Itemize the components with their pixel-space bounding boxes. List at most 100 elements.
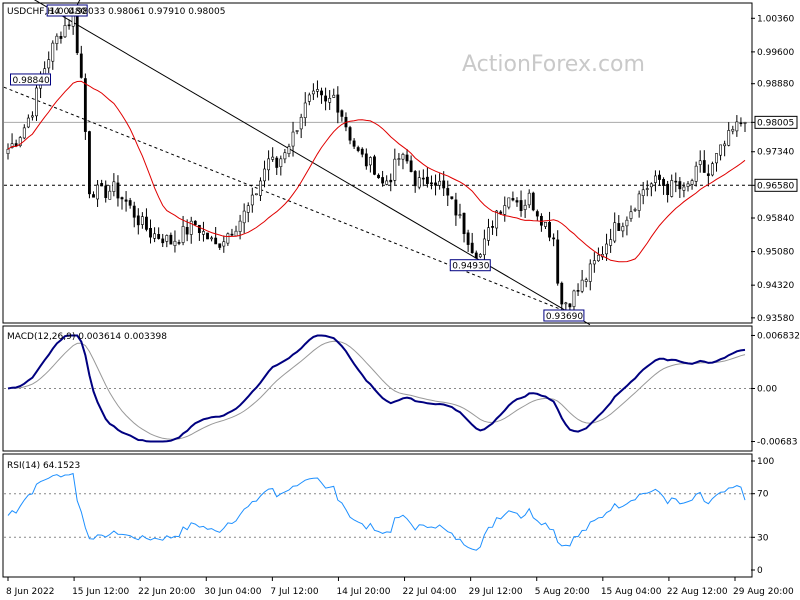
time-tick-label: 7 Jul 12:00 bbox=[270, 587, 319, 597]
candle-body bbox=[145, 216, 148, 230]
candle-body bbox=[527, 192, 531, 206]
candle-body bbox=[226, 233, 230, 244]
candle-body bbox=[539, 215, 543, 226]
rsi-panel-frame bbox=[2, 453, 753, 578]
annotation-box bbox=[543, 309, 585, 322]
candle-body bbox=[401, 154, 405, 160]
candle-body bbox=[238, 220, 242, 232]
annotation-label: 0.93690 bbox=[546, 312, 583, 322]
rsi-layer bbox=[4, 472, 751, 551]
candle-body bbox=[373, 156, 376, 175]
price-layer: 1.00480 0.98840 0.94930 0.93690 bbox=[3, 0, 751, 326]
candle-body bbox=[96, 184, 99, 200]
candle-body bbox=[621, 226, 625, 232]
candle-body bbox=[723, 143, 727, 147]
time-tick-label: 15 Aug 04:00 bbox=[601, 587, 662, 597]
price-tick-label: 0.96580 bbox=[757, 181, 794, 191]
candle-body bbox=[474, 252, 478, 259]
candle-body bbox=[617, 223, 621, 231]
candle-body bbox=[491, 226, 494, 228]
candle-body bbox=[409, 160, 413, 172]
candle-body bbox=[267, 158, 271, 171]
candle-body bbox=[181, 226, 185, 243]
candle-body bbox=[295, 130, 299, 132]
time-tick-label: 29 Jul 12:00 bbox=[469, 587, 523, 597]
candle-body bbox=[678, 181, 682, 190]
macd-tick-label: 0.006832 bbox=[757, 331, 800, 341]
candle-body bbox=[275, 157, 279, 168]
candle-body bbox=[503, 205, 507, 215]
candle-body bbox=[320, 90, 323, 96]
price-tick-label: 1.00360 bbox=[757, 14, 794, 24]
candle-body bbox=[128, 200, 132, 206]
candle-body bbox=[291, 131, 295, 147]
candle-body bbox=[63, 25, 67, 38]
candle-body bbox=[556, 239, 560, 284]
candle-body bbox=[47, 59, 51, 69]
candle-body bbox=[389, 179, 393, 183]
candle-body bbox=[75, 12, 79, 54]
time-tick-label: 22 Aug 12:00 bbox=[667, 587, 728, 597]
macd-tick-label: 0.00 bbox=[757, 385, 777, 395]
candle-body bbox=[552, 237, 556, 240]
rsi-label: RSI(14) 64.1523 bbox=[7, 461, 80, 471]
candle-body bbox=[605, 243, 608, 255]
candle-body bbox=[104, 185, 108, 198]
candle-body bbox=[430, 182, 433, 185]
candle-body bbox=[588, 263, 592, 282]
candle-body bbox=[470, 242, 474, 254]
candle-body bbox=[51, 42, 55, 62]
candle-body bbox=[519, 200, 523, 211]
candle-body bbox=[356, 147, 360, 151]
rsi-tick-label: 100 bbox=[757, 457, 774, 467]
annotation-box bbox=[449, 259, 491, 272]
time-tick-label: 15 Jun 12:00 bbox=[72, 587, 129, 597]
candle-body bbox=[165, 235, 169, 242]
candle-body bbox=[625, 219, 629, 227]
candle-body bbox=[18, 137, 22, 146]
candle-body bbox=[250, 194, 254, 206]
candle-body bbox=[222, 241, 226, 247]
candle-body bbox=[381, 177, 385, 184]
candle-body bbox=[596, 254, 600, 262]
rsi-tick-label: 30 bbox=[757, 533, 769, 543]
candle-body bbox=[393, 158, 397, 181]
candle-body bbox=[548, 222, 551, 238]
candle-body bbox=[230, 233, 234, 236]
candle-body bbox=[478, 254, 482, 258]
candle-body bbox=[185, 227, 189, 235]
candle-body bbox=[112, 181, 116, 192]
candle-body bbox=[108, 190, 112, 200]
candle-body bbox=[360, 148, 364, 155]
lower-trendline bbox=[33, 0, 591, 326]
candle-body bbox=[385, 180, 389, 185]
candle-body bbox=[55, 35, 59, 44]
candle-body bbox=[731, 129, 735, 132]
symbol-header: USDCHF,H4 bbox=[7, 7, 60, 17]
candle-body bbox=[674, 180, 678, 183]
candle-body bbox=[564, 302, 568, 305]
time-tick-label: 30 Jun 04:00 bbox=[204, 587, 261, 597]
price-tick-label: 0.98005 bbox=[757, 118, 794, 128]
candle-body bbox=[633, 209, 637, 211]
candle-body bbox=[715, 153, 718, 164]
candle-body bbox=[572, 290, 576, 307]
candle-body bbox=[259, 180, 262, 196]
price-tick-label: 0.99600 bbox=[757, 48, 794, 58]
time-tick-label: 8 Jun 2022 bbox=[6, 587, 54, 597]
candle-body bbox=[446, 188, 450, 196]
candle-body bbox=[210, 237, 214, 240]
candle-body bbox=[83, 78, 87, 132]
candle-body bbox=[458, 214, 462, 216]
macd-layer bbox=[4, 334, 751, 443]
candle-body bbox=[271, 156, 275, 160]
candle-body bbox=[727, 130, 731, 146]
macd-signal-line bbox=[7, 340, 746, 440]
candle-body bbox=[515, 200, 519, 203]
candle-body bbox=[637, 193, 641, 211]
moving-average-line bbox=[7, 80, 746, 263]
candle-body bbox=[279, 158, 283, 167]
candle-body bbox=[324, 95, 328, 102]
